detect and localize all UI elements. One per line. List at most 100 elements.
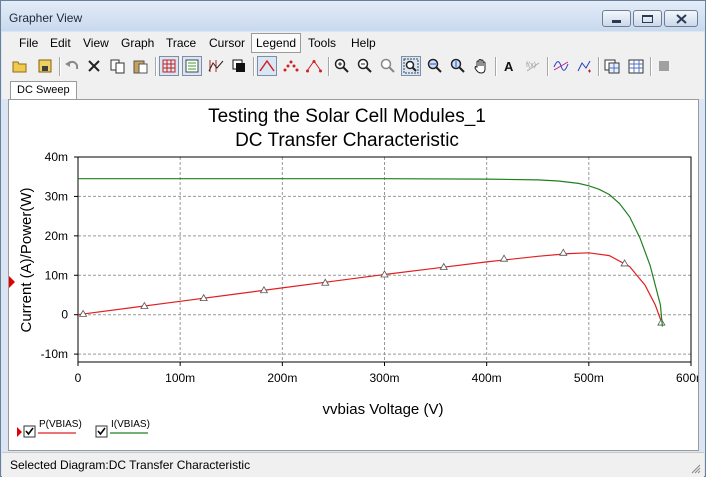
- menu-trace[interactable]: Trace: [166, 36, 197, 50]
- export-button[interactable]: [574, 56, 594, 76]
- data-point-marker: [620, 259, 629, 267]
- y-axis-label: Current (A)/Power(W): [18, 187, 35, 332]
- paste-button[interactable]: [131, 56, 151, 76]
- title-bar[interactable]: Grapher View: [1, 1, 705, 31]
- diagram-icon: [553, 61, 569, 71]
- save-button[interactable]: [35, 56, 55, 76]
- stop-icon: [659, 61, 669, 71]
- diagram-button[interactable]: [551, 56, 571, 76]
- series-line-1[interactable]: [78, 178, 663, 327]
- delete-button[interactable]: [84, 56, 104, 76]
- line-point-plot-button[interactable]: [304, 56, 324, 76]
- series-line-0[interactable]: [77, 252, 663, 325]
- reverse-colors-button[interactable]: [229, 56, 249, 76]
- pan-button[interactable]: [471, 56, 491, 76]
- menu-edit[interactable]: Edit: [50, 36, 71, 50]
- zoom-in-icon: [334, 58, 349, 73]
- formula-button[interactable]: f(x): [523, 56, 543, 76]
- y-tick-label: 10m: [45, 268, 68, 282]
- stop-button[interactable]: [654, 56, 674, 76]
- checkmark-icon: [25, 427, 34, 436]
- x-tick-label: 600m: [676, 371, 698, 385]
- save-icon: [38, 59, 52, 73]
- chart[interactable]: 0 100m 200m 300m 400m 500m 600m -10m 0 10m 20m 30m 4…: [9, 100, 698, 450]
- x-tick-label: 300m: [369, 371, 399, 385]
- legend-label-0: P(VBIAS): [39, 419, 82, 430]
- plot-area[interactable]: 0 100m 200m 300m 400m 500m 600m -10m 0 10m 20m 30m 4…: [8, 99, 699, 451]
- copy-button[interactable]: [108, 56, 128, 76]
- formula-icon: f(x): [526, 62, 540, 72]
- maximize-button[interactable]: [633, 10, 662, 27]
- grid-settings-icon: [628, 59, 644, 73]
- data-cursor-button[interactable]: [206, 56, 226, 76]
- status-bar: Selected Diagram:DC Transfer Characteris…: [2, 452, 704, 477]
- undo-button[interactable]: [62, 56, 82, 76]
- close-icon: [676, 14, 687, 24]
- zoom-in-button[interactable]: [332, 56, 352, 76]
- x-tick-label: 200m: [267, 371, 297, 385]
- text-button[interactable]: A: [499, 56, 519, 76]
- menu-tools[interactable]: Tools: [308, 36, 337, 50]
- point-plot-icon: [283, 60, 299, 72]
- data-cursor-icon: [208, 60, 224, 72]
- zoom-out-icon: [357, 58, 372, 73]
- resize-grip-icon[interactable]: [691, 464, 701, 474]
- menu-view[interactable]: View: [83, 36, 109, 50]
- zoom-fit-button[interactable]: [378, 56, 398, 76]
- point-plot-button[interactable]: [281, 56, 301, 76]
- reverse-colors-icon: [232, 59, 245, 72]
- tab-strip: DC Sweep: [2, 79, 704, 100]
- minimize-button[interactable]: [602, 10, 631, 27]
- y-tick-label: 30m: [45, 189, 68, 203]
- open-icon: [12, 61, 27, 73]
- legend-toggle-button[interactable]: [182, 56, 202, 76]
- open-button[interactable]: [10, 56, 30, 76]
- zoom-y-icon: [450, 58, 465, 73]
- legend-label-1: I(VBIAS): [111, 419, 150, 430]
- grid-settings-button[interactable]: [626, 56, 646, 76]
- data-point-marker: [199, 293, 208, 302]
- overlay-button[interactable]: [602, 56, 622, 76]
- zoom-out-button[interactable]: [355, 56, 375, 76]
- line-plot-icon: [259, 59, 275, 72]
- data-point-marker: [499, 254, 509, 262]
- line-point-plot-icon: [306, 60, 322, 73]
- x-tick-label: 100m: [165, 371, 195, 385]
- export-icon: [577, 60, 591, 73]
- y-axis-marker-icon[interactable]: [9, 276, 15, 288]
- zoom-area-button[interactable]: [401, 56, 421, 76]
- x-tick-label: 400m: [472, 371, 502, 385]
- menu-legend[interactable]: Legend: [251, 33, 302, 53]
- menu-file[interactable]: File: [19, 36, 39, 50]
- checkmark-icon: [97, 427, 106, 436]
- minimize-icon: [612, 20, 621, 23]
- maximize-icon: [642, 15, 653, 23]
- data-point-marker: [321, 278, 330, 286]
- svg-text:f(x): f(x): [526, 62, 536, 69]
- paste-icon: [133, 60, 148, 73]
- menu-graph[interactable]: Graph: [121, 36, 155, 50]
- close-button[interactable]: [664, 10, 698, 27]
- window-title: Grapher View: [9, 11, 83, 25]
- zoom-x-icon: [427, 58, 442, 73]
- y-tick-label: 40m: [45, 150, 68, 164]
- grid-toggle-button[interactable]: [159, 56, 179, 76]
- copy-icon: [110, 59, 125, 73]
- y-tick-label: -10m: [41, 347, 68, 361]
- tab-dc-sweep[interactable]: DC Sweep: [10, 81, 77, 100]
- data-point-marker: [657, 318, 666, 326]
- line-plot-button[interactable]: [257, 56, 277, 76]
- text-icon: A: [504, 59, 514, 73]
- zoom-y-button[interactable]: [448, 56, 468, 76]
- grid-icon: [162, 59, 176, 73]
- x-axis-label: vvbias Voltage (V): [323, 401, 444, 418]
- toolbar: A f(x): [2, 54, 704, 80]
- menu-help[interactable]: Help: [351, 36, 376, 50]
- x-tick-label: 0: [75, 371, 82, 385]
- zoom-area-icon: [403, 58, 419, 74]
- status-text: Selected Diagram:DC Transfer Characteris…: [10, 458, 251, 472]
- zoom-x-button[interactable]: [425, 56, 445, 76]
- menu-cursor[interactable]: Cursor: [209, 36, 246, 50]
- legend-active-marker-icon: [17, 427, 22, 437]
